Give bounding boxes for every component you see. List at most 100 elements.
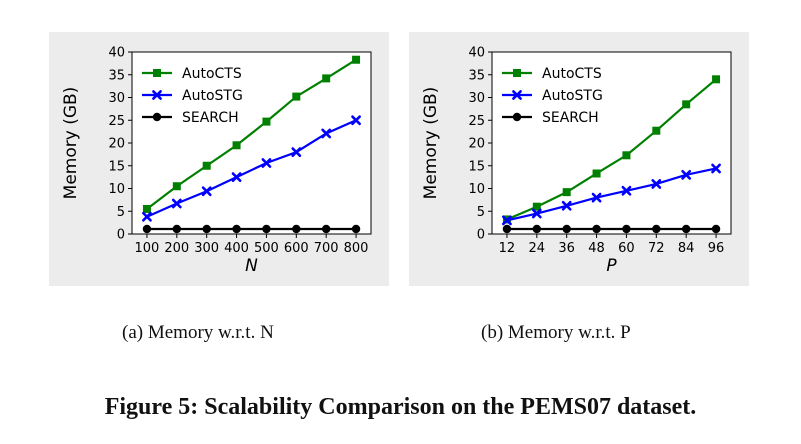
data-point [531,208,542,219]
data-point [592,169,601,178]
data-point [592,224,601,234]
series-line-autostg [146,119,357,218]
data-point [562,188,571,197]
data-point [292,92,301,101]
y-tick-label: 30 [468,91,485,106]
series-autocts [142,55,361,213]
x-tick-label: 48 [588,241,605,256]
series-search [142,224,361,234]
data-point [652,224,661,234]
data-point [232,224,241,234]
figure-title: Figure 5: Scalability Comparison on the … [104,394,697,420]
data-point [172,182,181,191]
x-tick-label: 100 [135,241,160,256]
data-point [562,224,571,234]
data-point [351,115,361,126]
data-point [262,224,271,234]
x-tick-label: 600 [284,241,309,256]
data-point [622,224,631,234]
series-line-autostg [506,167,717,222]
x-tick-label: 36 [558,241,575,256]
legend-marker [153,69,161,77]
data-point [142,211,152,222]
y-tick-label: 35 [108,68,125,83]
x-tick-label: 700 [314,241,339,256]
y-tick-label: 0 [117,228,125,243]
y-tick-label: 20 [468,137,485,152]
data-point [682,100,691,109]
y-tick-label: 35 [468,68,485,83]
plot-area [131,51,372,235]
x-tick-label: 400 [224,241,249,256]
y-tick-label: 5 [477,205,485,220]
legend-label: SEARCH [542,110,599,126]
y-tick-label: 40 [108,46,125,61]
data-point [202,224,211,234]
x-tick-label: 200 [164,241,189,256]
x-tick-label: 60 [618,241,635,256]
data-point [712,75,721,84]
y-tick-label: 5 [117,205,125,220]
y-axis-label: Memory (GB) [61,87,81,200]
x-tick-label: 24 [529,241,546,256]
data-point [291,147,302,157]
data-point [171,198,182,209]
memory-vs-n-chart: 0 5 10 15 20 25 30 35 40 100 200 300 400 500 600 700 800… [61,46,372,276]
y-tick-label: 20 [108,137,125,152]
legend: AutoCTS AutoSTG SEARCH [142,66,243,126]
data-point [561,200,572,211]
data-point [711,224,721,234]
legend-marker [512,112,522,122]
series-search [502,224,721,234]
data-point [201,186,212,197]
data-point [532,224,542,234]
data-point [202,161,211,170]
x-tick-label: 500 [254,241,279,256]
data-point [351,224,361,234]
series-line-autocts [146,58,357,210]
data-point [261,158,272,168]
chart-panel-a: 0 5 10 15 20 25 30 35 40 100 200 300 400 500 600 700 800… [49,32,389,286]
data-point [292,224,301,234]
data-point [321,224,331,234]
data-point [231,172,242,183]
y-tick-label: 15 [108,159,125,174]
legend-marker [152,112,162,122]
data-point [502,224,512,234]
y-axis-label: Memory (GB) [421,87,441,200]
legend-label: AutoSTG [182,88,243,104]
data-point [591,192,602,203]
x-axis-label: P [606,256,617,276]
y-tick-label: 10 [468,182,485,197]
series-autostg [142,115,361,222]
data-point [321,128,332,139]
data-point [142,224,152,234]
memory-vs-p-chart: 0 5 10 15 20 25 30 35 40 12 24 36 48 60 72 84 96 P Memory … [421,46,732,276]
y-tick-label: 30 [108,91,125,106]
data-point [532,202,541,211]
legend: AutoCTS AutoSTG SEARCH [502,66,603,126]
data-point [502,215,512,226]
plot-area [491,51,732,235]
series-line-autocts [506,78,717,221]
legend-label: SEARCH [182,110,239,126]
legend-label: AutoCTS [542,66,602,82]
legend-marker [152,90,162,100]
legend-label: AutoSTG [542,88,603,104]
data-point [622,151,631,160]
y-tick-label: 40 [468,46,485,61]
series-autostg [502,163,721,226]
chart-panel-b: 0 5 10 15 20 25 30 35 40 12 24 36 48 60 72 84 96 P Memory … [409,32,749,286]
legend-label: AutoCTS [182,66,242,82]
data-point [681,224,691,234]
y-tick-label: 15 [468,159,485,174]
x-tick-label: 12 [499,241,516,256]
x-tick-label: 84 [678,241,695,256]
x-tick-label: 800 [344,241,369,256]
x-tick-label: 300 [194,241,219,256]
caption-a: (a) Memory w.r.t. N [122,322,274,343]
y-tick-label: 25 [468,114,485,129]
x-tick-label: 96 [708,241,725,256]
data-point [651,179,662,189]
data-point [232,141,241,150]
